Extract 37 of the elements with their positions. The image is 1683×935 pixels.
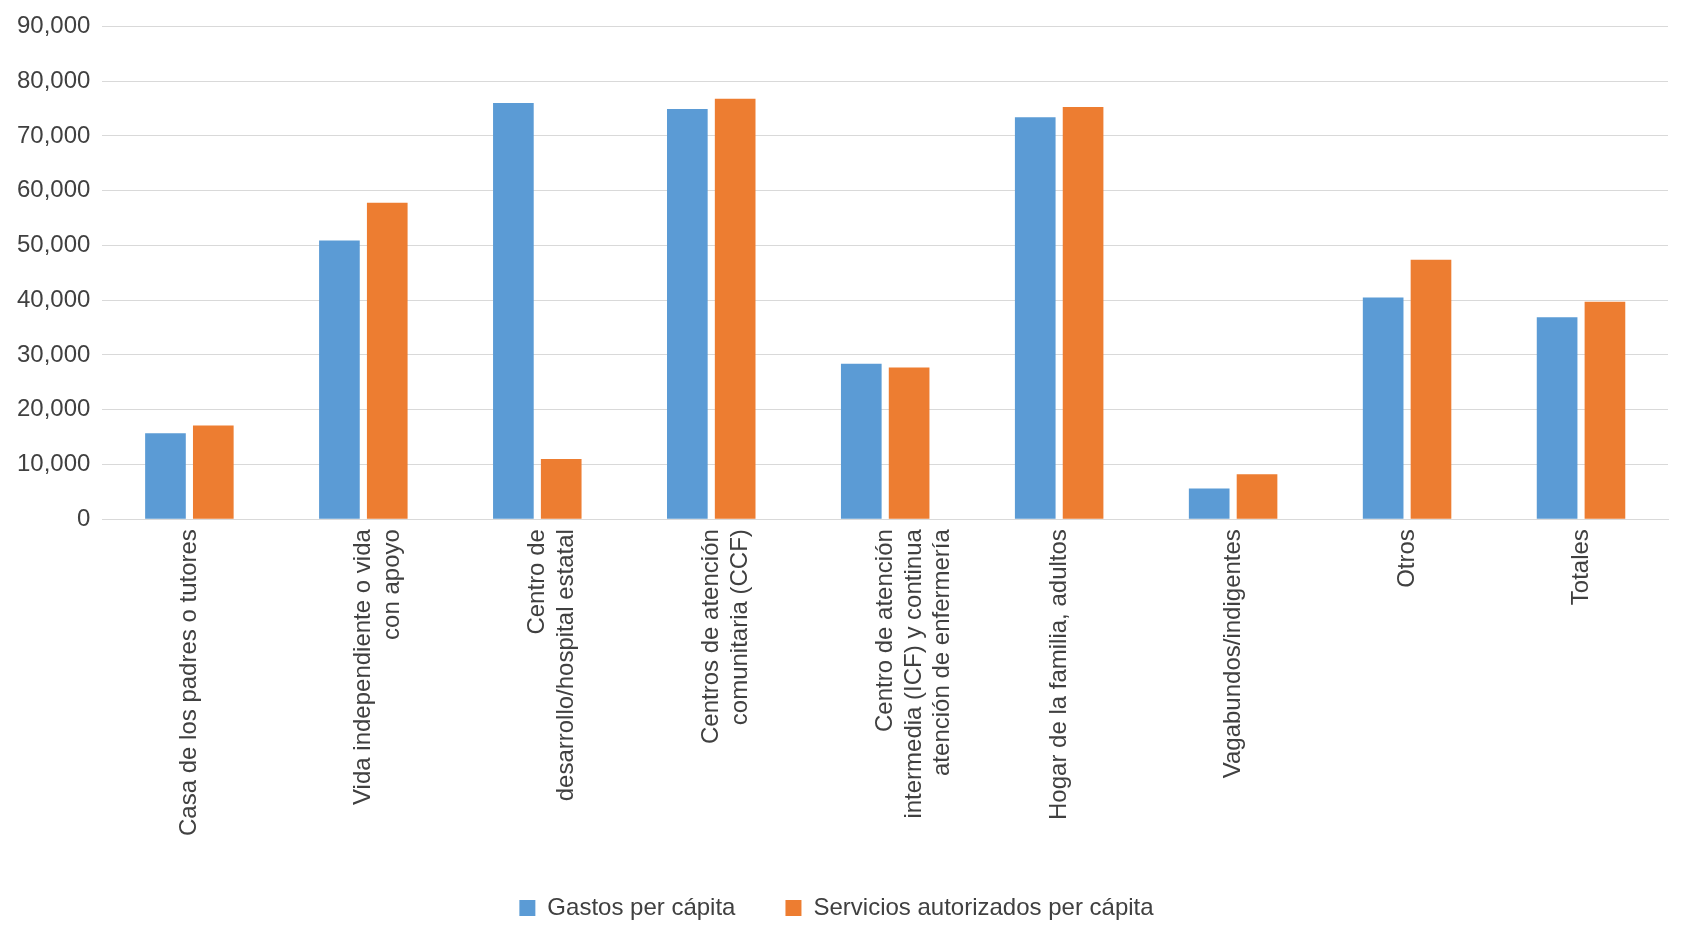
bar (1410, 259, 1452, 519)
bar (366, 202, 408, 519)
y-tick-label: 80,000 (17, 65, 91, 93)
legend-label: Servicios autorizados per cápita (813, 892, 1155, 920)
bar (1236, 474, 1278, 519)
x-tick-label: Otros (1391, 529, 1419, 588)
bar (840, 363, 882, 519)
y-tick-label: 40,000 (17, 284, 91, 312)
bar (888, 367, 930, 519)
y-tick-label: 90,000 (17, 11, 91, 39)
bar (192, 425, 234, 519)
bar (540, 458, 582, 519)
bar (1536, 317, 1578, 519)
x-tick-label: Centros de atención comunitaria (CCF) (695, 529, 752, 744)
bar (319, 240, 360, 519)
bar (1584, 301, 1626, 519)
x-tick-label: Vagabundos/indigentes (1217, 529, 1245, 779)
bar (145, 433, 186, 519)
bar (714, 98, 756, 519)
x-tick-label: Totales (1565, 529, 1593, 606)
y-tick-label: 50,000 (17, 230, 91, 258)
y-tick-label: 20,000 (17, 394, 91, 422)
bar (1188, 488, 1230, 519)
y-tick-label: 0 (77, 503, 91, 531)
x-tick-label: Casa de los padres o tutores (174, 529, 202, 836)
bar (1062, 106, 1104, 519)
bar (1362, 297, 1404, 519)
bar (1014, 117, 1056, 519)
bar (493, 103, 534, 519)
x-tick-label: Vida independiente o vida con apoyo (347, 528, 404, 805)
x-tick-label: Hogar de la familia, adultos (1043, 529, 1071, 820)
y-tick-label: 30,000 (17, 339, 91, 367)
legend-label: Gastos per cápita (547, 892, 737, 920)
bar (667, 109, 708, 519)
y-tick-label: 10,000 (17, 449, 91, 477)
y-tick-label: 70,000 (17, 120, 91, 148)
y-tick-label: 60,000 (17, 175, 91, 203)
